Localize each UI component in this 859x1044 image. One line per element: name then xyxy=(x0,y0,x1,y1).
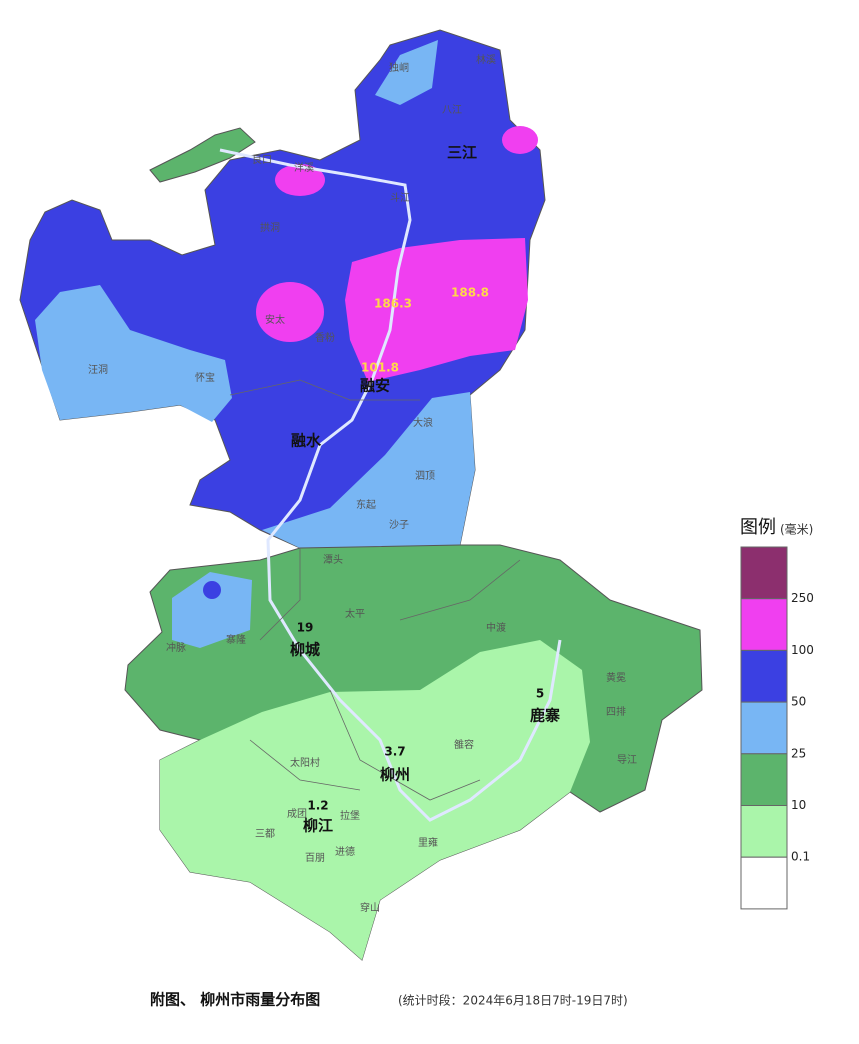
town-label: 冲脉 xyxy=(166,641,186,654)
legend-break-label: 0.1 xyxy=(791,850,810,864)
legend-swatch xyxy=(740,598,788,651)
zone-100-250 xyxy=(345,238,528,382)
legend-break-label: 10 xyxy=(791,798,806,812)
rainfall-value: 1.2 xyxy=(307,799,328,813)
rainfall-value: 101.8 xyxy=(361,361,399,375)
town-label: 东起 xyxy=(356,498,376,511)
county-label: 柳州 xyxy=(380,766,410,784)
map-zones xyxy=(19,29,703,961)
town-label: 成团 xyxy=(287,808,307,820)
county-label: 融水 xyxy=(291,432,322,450)
town-label: 安太 xyxy=(265,313,285,326)
town-label: 三都 xyxy=(255,828,275,840)
town-label: 怀宝 xyxy=(195,371,215,384)
town-label: 导江 xyxy=(617,754,637,766)
zone-50-100 xyxy=(203,581,221,599)
legend-swatch xyxy=(740,546,788,600)
legend-unit: (毫米) xyxy=(780,522,813,537)
town-label: 太平 xyxy=(345,607,365,620)
town-label: 百朋 xyxy=(305,852,325,864)
zone-25-50 xyxy=(172,572,252,648)
legend-break-label: 25 xyxy=(791,746,806,760)
town-label: 四排 xyxy=(606,705,626,718)
legend: 图例 (毫米) 250 100 50 25 10 0.1 xyxy=(740,517,814,910)
town-label: 雒容 xyxy=(454,738,474,751)
town-label: 里雍 xyxy=(418,836,438,849)
town-label: 拱洞 xyxy=(260,221,280,234)
zone-100-250 xyxy=(502,126,538,154)
town-label: 中渡 xyxy=(486,621,506,634)
zone-0.1-10 xyxy=(160,640,590,960)
legend-swatch xyxy=(740,805,788,858)
town-label: 洋溪 xyxy=(294,161,314,174)
legend-swatch xyxy=(740,701,788,755)
rainfall-value: 188.8 xyxy=(451,286,489,300)
county-label: 柳城 xyxy=(290,641,320,659)
town-label: 太阳村 xyxy=(290,756,320,769)
zone-25-50 xyxy=(375,40,438,105)
zone-10-25 xyxy=(149,127,256,183)
town-label: 潭头 xyxy=(323,554,343,566)
rainfall-value: 5 xyxy=(536,687,544,701)
caption-title: 附图、 柳州市雨量分布图 xyxy=(150,991,320,1009)
zone-100-250 xyxy=(275,164,325,196)
zone-25-50 xyxy=(262,392,475,548)
town-label: 林溪 xyxy=(476,53,496,66)
county-label: 鹿寨 xyxy=(530,707,560,725)
town-label: 泗顶 xyxy=(415,470,435,482)
rainfall-value: 19 xyxy=(297,621,314,635)
county-label: 三江 xyxy=(447,144,477,162)
county-label: 柳江 xyxy=(303,817,333,835)
town-label: 大浪 xyxy=(413,416,433,429)
town-label: 拉堡 xyxy=(340,809,360,822)
town-label: 汪洞 xyxy=(88,364,108,376)
town-label: 八江 xyxy=(442,104,462,116)
town-label: 香粉 xyxy=(315,331,335,344)
town-label: 黄冕 xyxy=(606,671,626,684)
legend-break-label: 250 xyxy=(791,591,814,605)
legend-title: 图例 xyxy=(740,517,776,538)
legend-swatch xyxy=(740,649,788,703)
caption-period: (统计时段：2024年6月18日7时-19日7时) xyxy=(398,993,628,1008)
rainfall-value: 186.3 xyxy=(374,297,412,311)
rainfall-value: 3.7 xyxy=(384,745,405,759)
legend-swatch xyxy=(740,856,788,910)
town-label: 独峒 xyxy=(389,61,409,74)
town-label: 穿山 xyxy=(360,901,380,914)
town-label: 良口 xyxy=(252,153,272,166)
town-label: 斗江 xyxy=(390,192,410,204)
zone-100-250 xyxy=(256,282,324,342)
river xyxy=(219,148,562,822)
town-label: 进德 xyxy=(335,845,355,858)
county-label: 融安 xyxy=(360,377,390,395)
legend-break-label: 50 xyxy=(791,695,806,709)
town-label: 寨隆 xyxy=(226,633,246,646)
legend-break-label: 100 xyxy=(791,643,814,657)
town-label: 沙子 xyxy=(389,519,409,531)
zone-25-50 xyxy=(35,285,232,422)
county-border xyxy=(229,379,521,801)
legend-swatch xyxy=(740,753,788,806)
